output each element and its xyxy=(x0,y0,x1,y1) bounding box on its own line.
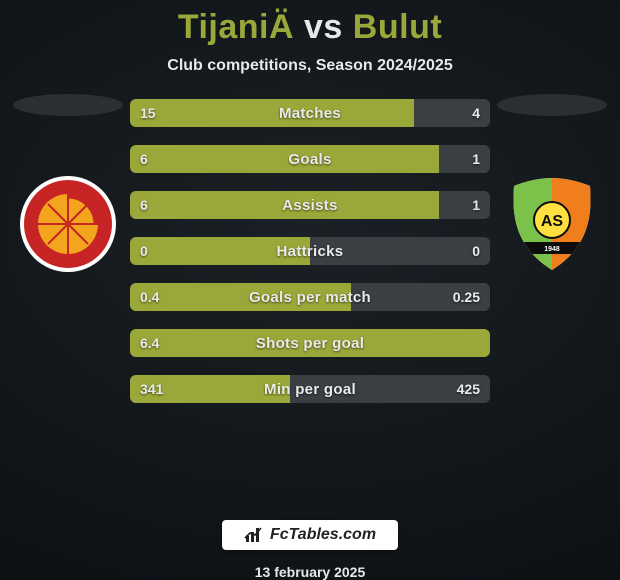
title-vs: vs xyxy=(304,8,343,46)
bar-row: 00Hattricks xyxy=(130,237,490,265)
bar-label: Goals per match xyxy=(130,283,490,311)
bar-row: 0.40.25Goals per match xyxy=(130,283,490,311)
subtitle: Club competitions, Season 2024/2025 xyxy=(167,57,452,75)
comparison-bars: 154Matches 61Goals 61Assists 00Hattricks 0.4… xyxy=(130,99,490,403)
date-label: 13 february 2025 xyxy=(255,564,366,580)
svg-text:1948: 1948 xyxy=(544,246,560,253)
crest-shadow xyxy=(497,94,607,116)
content: TijaniÄ vs Bulut Club competitions, Seas… xyxy=(0,0,620,580)
team-crest-left: GÖZTEPE xyxy=(18,174,118,274)
bar-label: Hattricks xyxy=(130,237,490,265)
bar-label: Goals xyxy=(130,145,490,173)
site-name: FcTables.com xyxy=(270,526,376,544)
chart-area: GÖZTEPE AS 1948 154Matches61Goa xyxy=(0,99,620,496)
svg-text:AS: AS xyxy=(541,213,564,230)
bar-label: Assists xyxy=(130,191,490,219)
alanyaspor-icon: AS 1948 xyxy=(502,174,602,274)
bar-label: Matches xyxy=(130,99,490,127)
bar-row: 61Goals xyxy=(130,145,490,173)
crest-shadow xyxy=(13,94,123,116)
site-chip: FcTables.com xyxy=(222,520,398,550)
bar-label: Min per goal xyxy=(130,375,490,403)
team-crest-right: AS 1948 xyxy=(502,174,602,274)
crest-left-label: GÖZTEPE xyxy=(49,184,88,193)
bar-label: Shots per goal xyxy=(130,329,490,357)
bar-row: 341425Min per goal xyxy=(130,375,490,403)
title-player-left: TijaniÄ xyxy=(178,8,294,46)
bar-row: 6.4Shots per goal xyxy=(130,329,490,357)
page-title: TijaniÄ vs Bulut xyxy=(178,8,442,47)
title-player-right: Bulut xyxy=(353,8,442,46)
bar-row: 61Assists xyxy=(130,191,490,219)
chart-icon xyxy=(244,526,264,544)
bar-row: 154Matches xyxy=(130,99,490,127)
goztepe-icon: GÖZTEPE xyxy=(18,174,118,274)
